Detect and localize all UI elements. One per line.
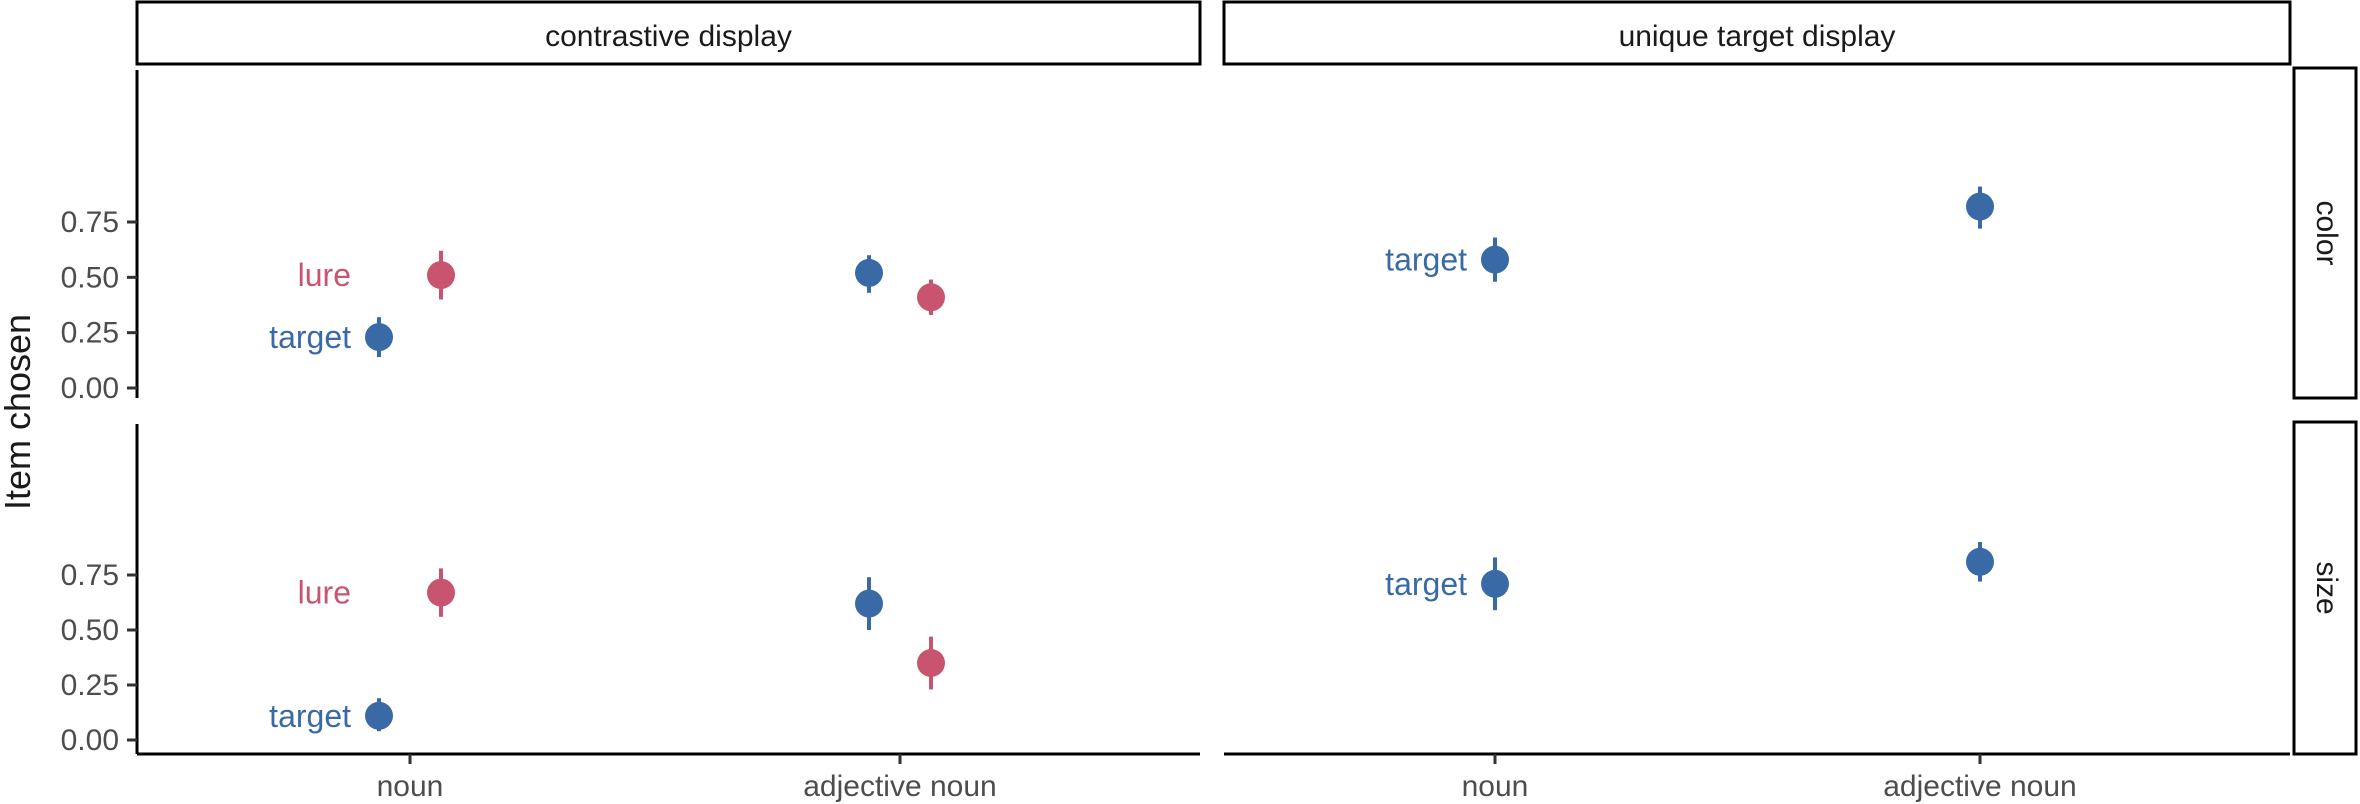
strip-size	[2292, 420, 2358, 756]
point-contrastive-display-size-lure-adjective-noun	[917, 649, 945, 677]
point-unique-target-display-color-target-noun	[1481, 245, 1509, 274]
strip-label-color: color	[2310, 200, 2343, 265]
x-tick-label-unique-target-display-adjective-noun: adjective noun	[1883, 770, 2076, 803]
x-tick-label-unique-target-display-noun: noun	[1462, 770, 1529, 803]
y-tick-label-color-3: 0.75	[61, 206, 119, 239]
x-tick-label-contrastive-display-adjective-noun: adjective noun	[803, 770, 996, 803]
label-contrastive-display-size-target: target	[269, 698, 351, 734]
data-marks	[365, 186, 1994, 732]
point-contrastive-display-color-lure-noun	[427, 261, 455, 290]
strip-label-contrastive-display: contrastive display	[545, 20, 792, 53]
direct-labels: target lure target target lure target	[269, 242, 1467, 734]
label-contrastive-display-color-lure: lure	[298, 257, 351, 293]
strip-color	[2292, 66, 2358, 400]
y-tick-label-size-0: 0.00	[61, 724, 119, 757]
point-contrastive-display-color-target-noun	[365, 323, 393, 352]
x-tick-label-contrastive-display-noun: noun	[377, 770, 444, 803]
point-unique-target-display-size-target-noun	[1481, 569, 1509, 598]
y-tick-label-size-1: 0.25	[61, 669, 119, 702]
axes: 0.00 0.25 0.50 0.75 0.00 0.25 0.50 0.75 noun adje…	[61, 70, 2290, 803]
label-contrastive-display-size-lure: lure	[298, 575, 351, 611]
y-tick-label-color-1: 0.25	[61, 317, 119, 350]
point-unique-target-display-size-target-adjective-noun	[1966, 547, 1994, 576]
y-tick-label-size-2: 0.50	[61, 614, 119, 647]
facet-strips: contrastive display unique target display…	[135, 0, 2358, 756]
y-axis-title: Item chosen	[0, 314, 38, 510]
point-contrastive-display-size-lure-noun	[427, 578, 455, 607]
label-unique-target-display-size-target: target	[1385, 566, 1467, 602]
strip-unique-target-display	[1222, 0, 2292, 66]
point-contrastive-display-size-target-adjective-noun	[855, 589, 883, 618]
point-contrastive-display-color-lure-adjective-noun	[917, 283, 945, 312]
label-unique-target-display-color-target: target	[1385, 242, 1467, 278]
point-contrastive-display-color-target-adjective-noun	[855, 258, 883, 287]
y-tick-label-color-2: 0.50	[61, 261, 119, 294]
label-contrastive-display-color-target: target	[269, 319, 351, 355]
strip-label-size: size	[2310, 561, 2343, 614]
y-tick-label-size-3: 0.75	[61, 559, 119, 592]
point-unique-target-display-color-target-adjective-noun	[1966, 192, 1994, 221]
strip-contrastive-display	[135, 0, 1202, 66]
strip-label-unique-target-display: unique target display	[1619, 20, 1896, 53]
point-contrastive-display-size-target-noun	[365, 701, 393, 730]
y-tick-label-color-0: 0.00	[61, 372, 119, 405]
